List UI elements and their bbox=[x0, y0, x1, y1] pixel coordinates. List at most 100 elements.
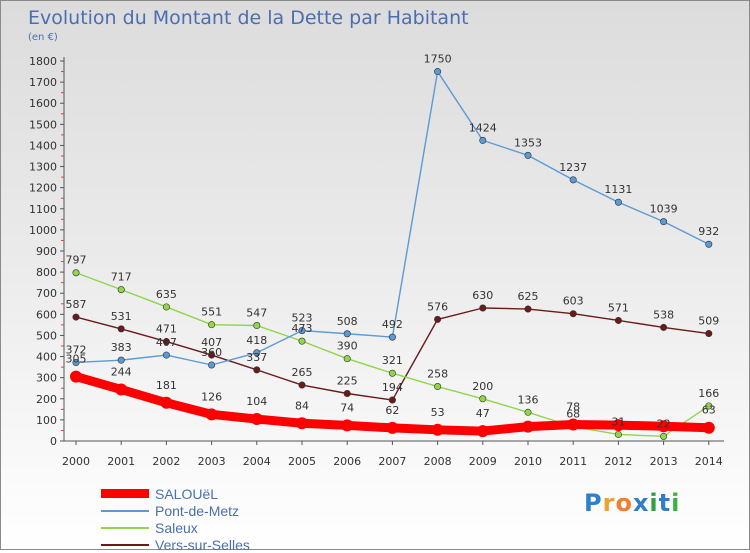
y-tick-label: 400 bbox=[36, 351, 57, 364]
data-point bbox=[70, 370, 82, 383]
data-point bbox=[524, 151, 532, 159]
data-point bbox=[431, 423, 444, 436]
data-point bbox=[117, 356, 125, 364]
data-point bbox=[614, 430, 622, 438]
brand-logo: Proxiti bbox=[584, 489, 680, 517]
data-point bbox=[660, 218, 668, 226]
data-point bbox=[657, 420, 670, 433]
data-label: 932 bbox=[698, 225, 719, 238]
legend-label: Pont-de-Metz bbox=[155, 502, 240, 519]
data-label: 571 bbox=[608, 301, 629, 314]
legend-swatch bbox=[101, 489, 149, 498]
x-tick-label: 2000 bbox=[62, 455, 90, 468]
brand-letter: i bbox=[671, 489, 681, 517]
data-point bbox=[567, 418, 580, 431]
data-label: 136 bbox=[518, 393, 539, 406]
data-label: 181 bbox=[156, 379, 177, 392]
x-tick-label: 2012 bbox=[604, 455, 632, 468]
y-tick-label: 1000 bbox=[29, 224, 57, 237]
data-label: 509 bbox=[698, 315, 719, 328]
data-point bbox=[522, 420, 534, 433]
data-label: 418 bbox=[246, 334, 267, 347]
data-point bbox=[253, 349, 261, 357]
data-point bbox=[115, 383, 128, 396]
data-label: 538 bbox=[653, 308, 674, 321]
data-point bbox=[253, 366, 261, 374]
data-label: 78 bbox=[566, 401, 580, 414]
data-point bbox=[341, 419, 354, 432]
data-point bbox=[343, 330, 351, 338]
data-point bbox=[434, 68, 442, 76]
y-tick-label: 300 bbox=[36, 372, 57, 385]
data-point bbox=[388, 369, 396, 377]
data-label: 1353 bbox=[514, 136, 542, 149]
legend-item: Pont-de-Metz bbox=[101, 502, 250, 519]
legend-swatch bbox=[101, 543, 149, 546]
y-tick-label: 500 bbox=[36, 329, 57, 342]
series-group bbox=[70, 68, 715, 440]
data-point bbox=[162, 303, 170, 311]
data-label: 523 bbox=[292, 312, 313, 325]
data-point bbox=[702, 421, 715, 434]
data-label: 635 bbox=[156, 288, 177, 301]
y-tick-label: 800 bbox=[36, 266, 57, 279]
data-point bbox=[388, 396, 396, 404]
data-point bbox=[614, 198, 622, 206]
data-label: 407 bbox=[201, 336, 222, 349]
x-tick-label: 2004 bbox=[243, 455, 271, 468]
data-point bbox=[386, 421, 399, 434]
data-label: 473 bbox=[292, 322, 313, 335]
y-tick-label: 100 bbox=[36, 414, 57, 427]
data-label: 225 bbox=[337, 375, 358, 388]
data-label: 492 bbox=[382, 318, 403, 331]
data-label: 1424 bbox=[469, 121, 497, 134]
data-label: 407 bbox=[156, 336, 177, 349]
data-label: 84 bbox=[295, 399, 309, 412]
data-label: 31 bbox=[611, 415, 625, 428]
data-label: 625 bbox=[518, 290, 539, 303]
data-label: 547 bbox=[246, 307, 267, 320]
x-tick-label: 2003 bbox=[198, 455, 226, 468]
data-label: 797 bbox=[66, 254, 87, 267]
y-tick-label: 900 bbox=[36, 245, 57, 258]
x-tick-label: 2009 bbox=[469, 455, 497, 468]
data-point bbox=[117, 286, 125, 294]
data-point bbox=[117, 325, 125, 333]
data-label: 1039 bbox=[650, 203, 678, 216]
data-point bbox=[343, 355, 351, 363]
data-label: 531 bbox=[111, 310, 132, 323]
axes: 0 100 200 300 400 500 600 700 800 900 1000 1100 1200… bbox=[29, 55, 724, 468]
data-label: 576 bbox=[427, 300, 448, 313]
data-label: 265 bbox=[292, 366, 313, 379]
y-tick-label: 1100 bbox=[29, 203, 57, 216]
y-tick-label: 1400 bbox=[29, 139, 57, 152]
data-point bbox=[162, 338, 170, 346]
data-label: 63 bbox=[702, 404, 716, 417]
data-point bbox=[434, 383, 442, 391]
data-point bbox=[296, 417, 308, 430]
data-point bbox=[388, 333, 396, 341]
data-point bbox=[479, 395, 487, 403]
data-label: 74 bbox=[340, 401, 354, 414]
y-tick-label: 600 bbox=[36, 308, 57, 321]
data-label: 126 bbox=[201, 390, 222, 403]
data-point bbox=[569, 310, 577, 318]
data-point bbox=[208, 361, 216, 369]
data-label: 104 bbox=[246, 395, 267, 408]
data-label: 62 bbox=[385, 404, 399, 417]
x-tick-label: 2001 bbox=[107, 455, 135, 468]
brand-letter: o bbox=[615, 489, 633, 517]
legend-swatch bbox=[101, 509, 149, 512]
data-label: 390 bbox=[337, 340, 358, 353]
x-tick-label: 2011 bbox=[559, 455, 587, 468]
x-tick-label: 2014 bbox=[695, 455, 723, 468]
data-point bbox=[162, 351, 170, 359]
data-label: 372 bbox=[66, 343, 87, 356]
data-point bbox=[298, 337, 306, 345]
legend: SALOUëL Pont-de-Metz Saleux Vers-sur-Selles bbox=[101, 485, 250, 553]
x-tick-label: 2010 bbox=[514, 455, 542, 468]
data-point bbox=[208, 321, 216, 329]
y-tick-label: 1600 bbox=[29, 97, 57, 110]
data-point bbox=[72, 313, 80, 321]
